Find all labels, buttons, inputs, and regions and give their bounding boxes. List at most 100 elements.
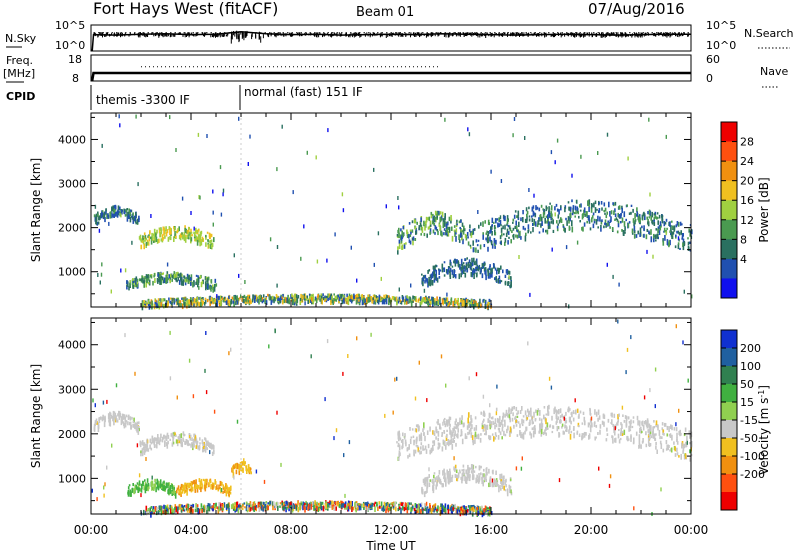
scatter-point <box>213 287 216 292</box>
scatter-point <box>610 412 613 417</box>
scatter-point <box>457 297 459 303</box>
scatter-point <box>435 436 437 440</box>
scatter-point <box>202 447 204 452</box>
scatter-point <box>604 219 607 225</box>
scatter-point <box>359 505 362 511</box>
scatter-point <box>409 240 412 245</box>
scatter-point <box>159 298 162 302</box>
noise-sample <box>151 32 153 35</box>
scatter-point <box>532 227 534 233</box>
scatter-point <box>447 226 449 230</box>
scatter-point <box>665 448 668 451</box>
scatter-point <box>279 298 281 301</box>
scatter-point <box>304 295 307 299</box>
noise-sample <box>189 32 191 36</box>
noise-sample <box>145 34 147 38</box>
scatter-point <box>183 232 186 237</box>
scatter-point <box>538 207 541 212</box>
noise-sample <box>620 33 622 37</box>
noise-sample <box>522 34 524 37</box>
noise-sample <box>473 32 474 36</box>
scatter-point <box>475 239 478 243</box>
noise-sample <box>187 32 189 36</box>
noise-sample <box>560 34 562 38</box>
scatter-point <box>284 297 287 303</box>
scatter-point <box>473 228 476 231</box>
scatter-point <box>445 481 447 487</box>
scatter-point <box>530 407 532 413</box>
noise-sample <box>270 33 272 37</box>
noise-sample <box>231 31 232 39</box>
scatter-point <box>182 431 185 436</box>
scatter-point <box>422 445 424 451</box>
scatter-point <box>510 239 512 244</box>
scatter-point <box>107 216 110 219</box>
scatter-point <box>447 473 449 479</box>
noise-sample <box>267 34 269 37</box>
scatter-point <box>142 481 144 486</box>
scatter-point <box>156 278 159 283</box>
noise-sample <box>215 32 217 36</box>
scatter-point <box>120 268 122 273</box>
scatter-point <box>178 489 180 493</box>
scatter-point <box>403 299 405 303</box>
scatter-point <box>153 228 156 234</box>
scatter-point <box>647 420 649 426</box>
scatter-point <box>413 296 415 299</box>
scatter-point <box>99 280 101 285</box>
scatter-point <box>189 434 192 437</box>
scatter-point <box>114 412 117 416</box>
scatter-point <box>468 259 471 264</box>
scatter-point <box>195 274 198 277</box>
scatter-point <box>499 215 502 220</box>
scatter-point <box>355 293 358 298</box>
scatter-point <box>543 414 545 420</box>
scatter-point <box>235 295 237 300</box>
scatter-point <box>437 419 439 426</box>
noise-sample <box>634 34 636 38</box>
scatter-point <box>606 427 608 432</box>
scatter-point <box>665 134 667 139</box>
noise-sample <box>97 34 99 38</box>
scatter-point <box>509 284 512 289</box>
scatter-point <box>127 416 130 420</box>
scatter-point <box>418 450 421 453</box>
scatter-point <box>479 298 481 304</box>
scatter-point <box>151 236 154 241</box>
scatter-point <box>161 234 164 240</box>
scatter-point <box>494 226 497 229</box>
scatter-point <box>432 296 434 302</box>
scatter-point <box>209 244 212 249</box>
scatter-point <box>185 489 187 492</box>
scatter-point <box>310 501 312 507</box>
scatter-point <box>507 270 510 275</box>
noise-sample <box>513 33 515 36</box>
noise-sample <box>526 33 528 36</box>
noise-sample <box>688 33 690 36</box>
noise-sample <box>621 32 623 36</box>
scatter-point <box>663 227 666 233</box>
scatter-point <box>676 230 678 234</box>
scatter-point <box>650 229 652 235</box>
scatter-point <box>633 233 636 239</box>
noise-sample <box>222 34 224 37</box>
scatter-point <box>136 278 139 283</box>
scatter-point <box>434 477 436 483</box>
scatter-point <box>152 506 155 510</box>
scatter-point <box>649 192 651 197</box>
scatter-point <box>456 433 458 438</box>
scatter-point <box>496 218 499 221</box>
scatter-point <box>505 483 507 488</box>
freq-ytick-bottom: 8 <box>72 72 79 85</box>
scatter-point <box>439 216 441 223</box>
noise-sample <box>687 34 689 37</box>
noise-sample <box>570 33 572 37</box>
scatter-point <box>112 413 115 420</box>
scatter-point <box>452 438 454 444</box>
scatter-point <box>600 220 603 225</box>
scatter-point <box>560 218 563 223</box>
scatter-point <box>620 432 622 436</box>
scatter-point <box>653 233 655 240</box>
scatter-point <box>182 439 185 442</box>
scatter-point <box>682 245 685 251</box>
